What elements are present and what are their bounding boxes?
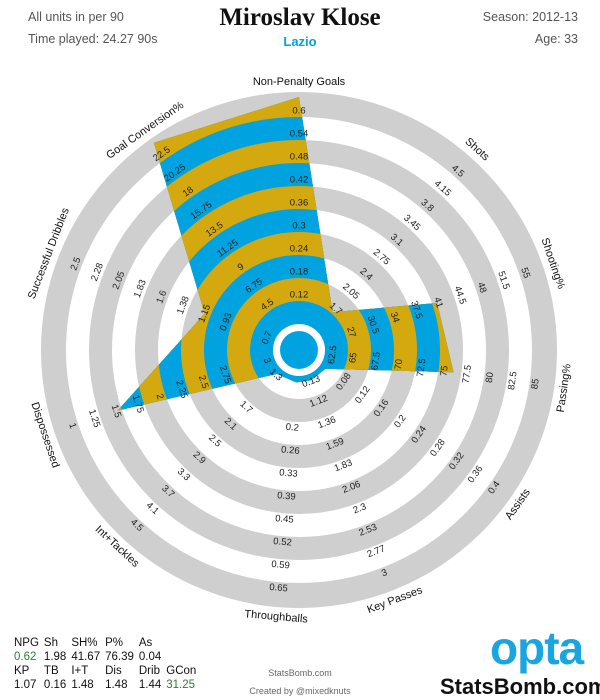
tick-label: 0.7 [260,330,275,346]
tick-label: 2.3 [352,501,368,516]
tick-label: 72.5 [415,358,429,378]
tick-label: 0.2 [285,422,299,434]
axis-label: Passing% [555,363,574,413]
table-row: NPG Sh SH% P% As [14,637,201,651]
tick-label: 0.39 [277,490,296,503]
tick-label: 0.18 [290,267,309,278]
tick-label: 1.5 [109,403,124,419]
tick-label: 0.45 [275,513,294,526]
stat-label: TB [43,665,59,677]
tick-label: 0.26 [281,444,300,457]
tick-label: 9 [236,261,247,273]
stat-label: As [138,637,153,649]
tick-label: 0.6 [292,106,305,117]
stat-value: 1.07 [14,679,37,691]
stat-label: I+T [71,665,89,677]
stat-value: 76.39 [105,651,134,663]
tick-label: 3 [261,357,273,366]
stat-value: 1.48 [71,679,94,691]
stat-label: NPG [14,637,39,649]
tick-label: 2.5 [69,256,84,272]
player-name: Miroslav Klose [219,4,381,31]
axis-label: Non-Penalty Goals [253,76,346,88]
stat-label: KP [14,665,30,677]
stat-label: Dis [105,665,122,677]
stat-value: 31.25 [166,679,196,691]
tick-label: 0.3 [292,221,305,232]
tick-label: 34 [388,311,402,325]
tick-label: 67.5 [369,351,383,371]
tick-label: 2.5 [196,374,211,390]
axis-label: Throughballs [244,608,309,625]
time-played: Time played: 24.27 90s [28,32,158,46]
stat-value: 1.44 [138,679,162,691]
tick-label: 1.6 [154,289,169,305]
stat-label: Drib [138,665,160,677]
table-row: 1.07 0.16 1.48 1.48 1.44 31.25 [14,679,201,693]
team-name: Lazio [283,34,317,49]
tick-label: 70 [393,358,405,370]
tick-label: 85 [529,378,541,390]
stat-value: 0.62 [14,651,37,663]
tick-label: 48 [475,281,489,295]
table-row: KP TB I+T Dis Drib GCon [14,665,201,679]
opta-logo: opta [490,622,584,674]
stat-label: Sh [43,637,58,649]
tick-label: 80 [484,371,496,383]
stat-value: 1.98 [43,651,67,663]
tick-label: 41 [431,296,445,310]
tick-label: 0.65 [269,582,288,595]
stat-value: 0.04 [138,651,162,663]
tick-label: 62.5 [326,345,340,365]
statsbomb-logo: StatsBomb.com [440,674,600,699]
stat-label: SH% [71,637,98,649]
center-dot [280,331,318,369]
tick-label: 77.5 [461,364,475,384]
tick-label: 27 [344,325,358,339]
tick-label: 0.36 [290,198,309,209]
site-credit: StatsBomb.com [268,668,332,678]
tick-label: 0.24 [290,244,309,255]
stat-label: P% [105,637,123,649]
tick-label: 0.33 [279,467,298,480]
tick-label: 75 [438,365,450,377]
tick-label: 0.52 [273,536,292,549]
tick-label: 18 [181,184,196,199]
units-note: All units in per 90 [28,10,124,24]
tick-label: 0.59 [271,559,290,572]
tick-label: 2 [154,392,166,401]
tick-label: 0.48 [290,152,309,163]
stat-value: 1.48 [105,679,128,691]
tick-label: 55 [518,266,532,280]
tick-label: 1 [66,422,78,431]
age: Age: 33 [534,32,578,46]
stat-label: GCon [166,665,197,677]
table-row: 0.62 1.98 41.67 76.39 0.04 [14,651,201,665]
tick-label: 82.5 [506,371,520,391]
season: Season: 2012-13 [482,10,578,24]
tick-label: 0.54 [290,129,309,140]
tick-label: 0.42 [290,175,309,186]
tick-label: 65 [347,352,359,364]
author-credit: Created by @mixedknuts [249,686,351,696]
stat-value: 0.16 [43,679,67,691]
tick-label: 0.12 [290,290,309,301]
stats-table: NPG Sh SH% P% As 0.62 1.98 41.67 76.39 0… [14,637,201,693]
stat-value: 41.67 [71,651,101,663]
tick-label: 3 [380,567,389,579]
